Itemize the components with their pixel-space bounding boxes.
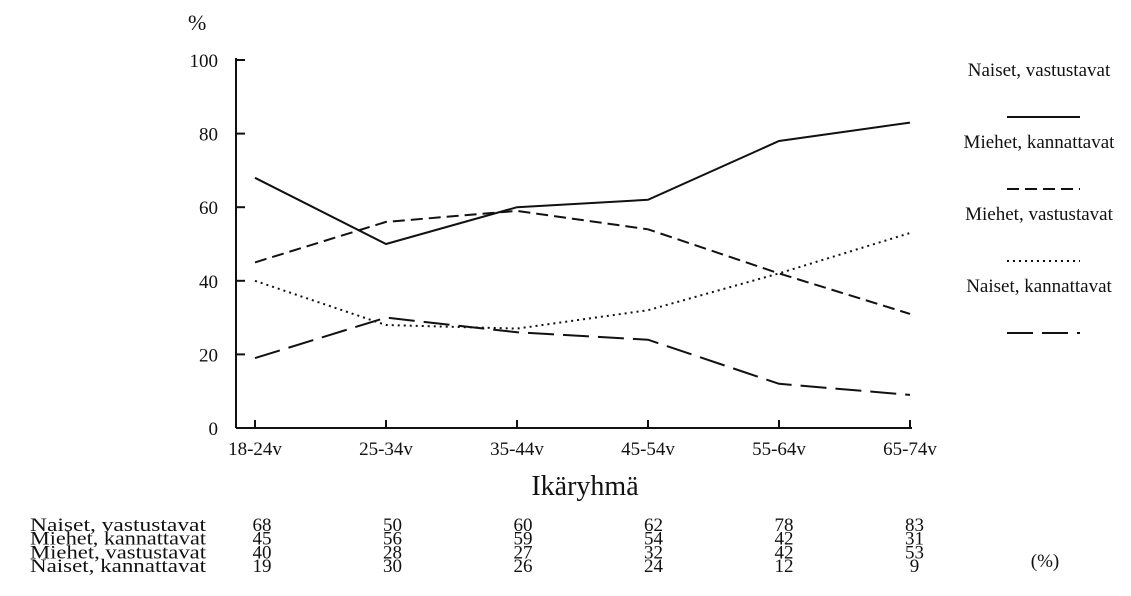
legend-label: Miehet, kannattavat	[964, 132, 1116, 153]
table-cell: 9	[910, 556, 920, 577]
x-axis-title: Ikäryhmä	[531, 471, 639, 502]
table-unit-label: (%)	[1031, 551, 1059, 572]
table-cell: 53	[905, 542, 924, 563]
y-axis-unit-label: %	[188, 10, 206, 35]
legend-label: Naiset, kannattavat	[966, 276, 1112, 297]
legend-label: Naiset, vastustavat	[968, 60, 1111, 81]
series-line-1	[254, 121, 911, 246]
y-tick-label: 100	[190, 51, 219, 72]
y-tick-label: 80	[199, 125, 218, 146]
table-cell: 60	[514, 515, 533, 536]
x-tick-label: 18-24v	[228, 439, 282, 460]
series-line-3	[254, 232, 911, 330]
table-row-label: Naiset, vastustavat	[30, 515, 207, 536]
table-row-label: Naiset, kannattavat	[30, 556, 207, 577]
table-cell: 12	[775, 556, 794, 577]
table-cell: 78	[775, 515, 794, 536]
table-cell: 19	[253, 556, 272, 577]
table-cell: 24	[644, 556, 664, 577]
x-tick-label: 25-34v	[359, 439, 413, 460]
series-line-4	[254, 316, 911, 396]
table-cell: 45	[253, 529, 272, 550]
table-cell: 40	[253, 542, 272, 563]
y-tick-label: 0	[209, 419, 219, 440]
table-cell: 30	[383, 556, 402, 577]
table-row-label: Miehet, kannattavat	[30, 529, 207, 550]
y-tick-label: 60	[199, 198, 218, 219]
y-tick-label: 40	[199, 272, 218, 293]
table-cell: 68	[253, 515, 272, 536]
series-line-2	[254, 209, 911, 315]
x-tick-label: 45-54v	[621, 439, 675, 460]
x-tick-label: 65-74v	[883, 439, 937, 460]
table-cell: 50	[383, 515, 402, 536]
table-cell: 42	[775, 529, 794, 550]
x-tick-label: 55-64v	[752, 439, 806, 460]
table-cell: 42	[775, 542, 794, 563]
table-cell: 54	[644, 529, 664, 550]
table-cell: 31	[905, 529, 924, 550]
y-tick-label: 20	[199, 345, 218, 366]
table-cell: 26	[514, 556, 533, 577]
table-cell: 56	[383, 529, 402, 550]
legend-label: Miehet, vastustavat	[965, 204, 1113, 225]
table-cell: 32	[644, 542, 663, 563]
table-cell: 59	[514, 529, 533, 550]
table-cell: 83	[905, 515, 924, 536]
x-tick-label: 35-44v	[490, 439, 544, 460]
table-cell: 27	[514, 542, 533, 563]
table-cell: 62	[644, 515, 663, 536]
table-row-label: Miehet, vastustavat	[30, 542, 207, 563]
table-cell: 28	[383, 542, 402, 563]
